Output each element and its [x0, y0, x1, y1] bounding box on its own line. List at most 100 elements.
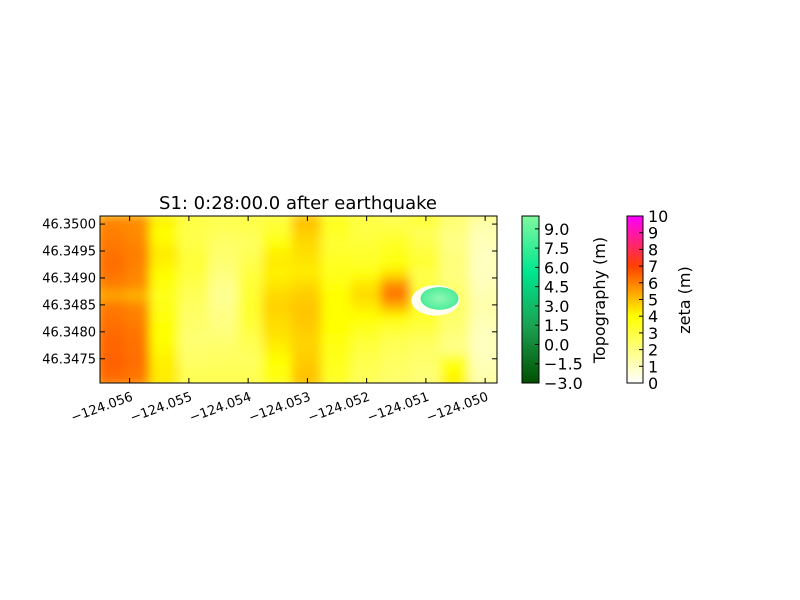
heatmap-cell: [321, 225, 353, 239]
heatmap-cell: [410, 365, 442, 378]
heatmap-cell: [321, 322, 353, 336]
heatmap-cell: [208, 236, 241, 250]
heatmap-cell: [291, 225, 324, 239]
heatmap-cell: [469, 268, 497, 282]
heatmap-cell: [469, 225, 497, 239]
heatmap-cell: [261, 365, 294, 378]
heatmap-cell: [291, 216, 324, 228]
heatmap-cell: [350, 333, 383, 347]
heatmap-cell: [350, 258, 383, 271]
heatmap-cell: [100, 375, 128, 383]
colorbar-tick-label: −3.0: [544, 374, 583, 393]
colorbar-tick-label: −1.5: [544, 355, 583, 374]
heatmap-cell: [350, 216, 383, 228]
heatmap-cell: [179, 344, 211, 358]
x-tick-label: −124.053: [247, 390, 313, 426]
heatmap-cell: [208, 344, 241, 358]
heatmap-cell: [149, 375, 181, 383]
heatmap-cell: [350, 301, 383, 314]
heatmap-cell: [469, 236, 497, 250]
heatmap-cell: [380, 333, 413, 347]
heatmap-cell: [291, 258, 324, 271]
heatmap-cell: [261, 247, 294, 261]
heatmap-cell: [410, 216, 442, 228]
heatmap-cell: [208, 258, 241, 271]
colorbar-tick-label: 10: [648, 207, 668, 226]
x-tick-label: −124.050: [425, 390, 491, 426]
heatmap-cell: [291, 279, 324, 293]
heatmap-cell: [179, 312, 211, 325]
heatmap-cell: [238, 216, 270, 228]
heatmap-cell: [261, 322, 294, 336]
heatmap-cell: [410, 333, 442, 347]
heatmap-cell: [380, 258, 413, 271]
heatmap-cell: [208, 225, 241, 239]
heatmap-cell: [469, 216, 497, 228]
heatmap-cell: [149, 355, 181, 368]
heatmap-cell: [149, 322, 181, 336]
plot-frame: [99, 215, 498, 384]
heatmap-cell: [291, 290, 324, 304]
heatmap-cell: [100, 258, 128, 271]
heatmap-cell: [100, 247, 128, 261]
heatmap-cell: [439, 365, 472, 378]
heatmap-cell: [469, 365, 497, 378]
heatmap-cell: [380, 279, 413, 293]
heatmap-cell: [179, 322, 211, 336]
heatmap-cell: [469, 375, 497, 383]
heatmap-cell: [179, 301, 211, 314]
heatmap-cell: [149, 225, 181, 239]
x-tick-label: −124.055: [128, 390, 194, 426]
heatmap-cell: [380, 375, 413, 383]
topography-patch-layer: [411, 285, 460, 316]
colorbar-tick-label: 9: [648, 224, 658, 243]
heatmap-cell: [291, 312, 324, 325]
heatmap-cell: [208, 290, 241, 304]
heatmap-cell: [321, 301, 353, 314]
colorbar-tick-label: 0.0: [544, 335, 569, 354]
heatmap-cell: [179, 355, 211, 368]
heatmap-cell: [350, 322, 383, 336]
colorbar-tick-label: 1.5: [544, 316, 569, 335]
heatmap-cell: [261, 312, 294, 325]
heatmap-cell: [125, 375, 158, 383]
heatmap-cell: [439, 312, 472, 325]
heatmap-cell: [291, 355, 324, 368]
heatmap-cell: [291, 268, 324, 282]
heatmap-cell: [149, 365, 181, 378]
heatmap-cell: [350, 355, 383, 368]
zeta-heatmap: [100, 216, 497, 383]
heatmap-cell: [380, 344, 413, 358]
colorbar-tick-label: 6.0: [544, 258, 569, 277]
heatmap-cell: [439, 355, 472, 368]
heatmap-cell: [261, 344, 294, 358]
x-tick-label: −124.052: [306, 390, 372, 426]
x-tick-label: −124.054: [188, 390, 254, 426]
colorbar-tick-label: 4: [648, 307, 658, 326]
heatmap-cell: [321, 365, 353, 378]
heatmap-cell: [179, 236, 211, 250]
heatmap-cell: [149, 279, 181, 293]
heatmap-cell: [380, 355, 413, 368]
heatmap-cell: [208, 322, 241, 336]
heatmap-cell: [149, 333, 181, 347]
colorbar-tick-label: 7: [648, 257, 658, 276]
heatmap-cell: [410, 247, 442, 261]
x-tick-label: −124.056: [69, 390, 135, 426]
heatmap-cell: [291, 322, 324, 336]
colorbar-tick-label: 8: [648, 240, 658, 259]
heatmap-cell: [469, 247, 497, 261]
heatmap-cell: [380, 301, 413, 314]
colorbar-tick-label: 3: [648, 324, 658, 343]
heatmap-cell: [149, 344, 181, 358]
heatmap-cell: [321, 290, 353, 304]
colorbar-tick-label: 6: [648, 274, 658, 293]
heatmap-cell: [321, 355, 353, 368]
colorbar-tick-label: 5: [648, 291, 658, 310]
colorbar-tick-label: 3.0: [544, 297, 569, 316]
topography-colorbar-bar: [521, 215, 540, 384]
heatmap-cell: [410, 322, 442, 336]
heatmap-cell: [350, 279, 383, 293]
